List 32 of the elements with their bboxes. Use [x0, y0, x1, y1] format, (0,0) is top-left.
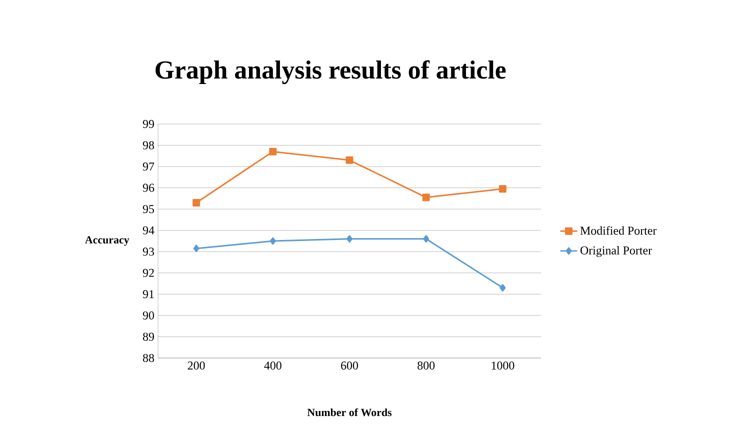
y-axis-title: Accuracy: [85, 236, 130, 246]
x-tick-label: 1000: [492, 362, 514, 370]
point: [346, 156, 354, 164]
y-tick-label: 98: [142, 141, 154, 150]
point: [346, 235, 352, 243]
y-tick-label: 97: [142, 162, 154, 171]
y-tick-label: 90: [142, 311, 154, 320]
legend-label: Modified Porter: [580, 226, 657, 235]
point: [422, 194, 430, 202]
point: [192, 198, 200, 206]
y-tick-label: 95: [142, 205, 154, 214]
x-tick-label: 400: [264, 362, 282, 370]
x-tick-label: 200: [188, 362, 205, 370]
y-tick-label: 88: [142, 354, 154, 362]
point: [500, 284, 506, 292]
y-tick-label: 91: [142, 290, 154, 298]
y-tick-label: 99: [142, 120, 154, 128]
x-tick-label: 800: [418, 362, 435, 370]
y-tick-label: 94: [142, 226, 154, 234]
y-tick-label: 89: [142, 332, 154, 341]
point: [498, 185, 506, 193]
point: [423, 235, 430, 243]
chart-title: Graph analysis results of article: [156, 60, 506, 84]
y-tick-label: 96: [142, 184, 154, 192]
x-axis-title: Number of Words: [307, 408, 392, 416]
x-tick-label: 600: [341, 362, 358, 370]
point: [269, 148, 277, 156]
point: [270, 237, 276, 245]
point: [193, 244, 200, 252]
legend-label: Original Porter: [580, 246, 652, 257]
y-tick-label: 92: [142, 268, 154, 277]
y-tick-label: 93: [142, 248, 154, 256]
